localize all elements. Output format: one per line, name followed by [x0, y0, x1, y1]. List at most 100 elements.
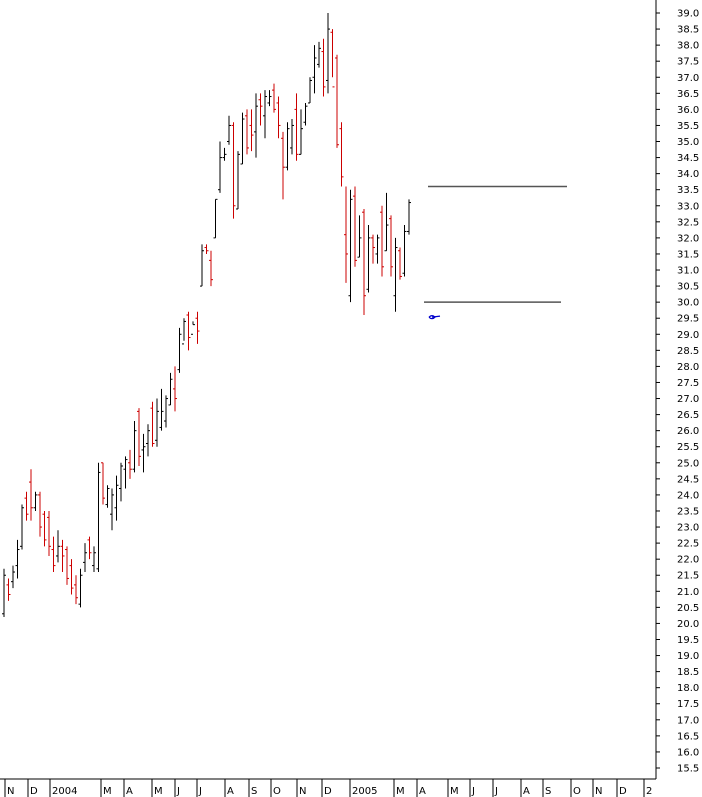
x-tick-label: J: [176, 786, 180, 797]
ohlc-bar: [69, 559, 74, 595]
y-tick-label: 37.0: [677, 73, 699, 84]
x-tick-label: S: [545, 786, 551, 797]
x-tick-label: N: [299, 786, 306, 797]
y-tick-label: 32.0: [677, 233, 699, 244]
ohlc-bar: [218, 141, 222, 193]
x-tick-label: 2005: [352, 786, 377, 797]
ohlc-bar: [186, 311, 191, 351]
annotation-marker-icon: [428, 315, 441, 320]
y-tick-label: 30.0: [677, 298, 699, 309]
y-tick-label: 28.5: [677, 346, 699, 357]
x-tick-label: 2004: [52, 786, 77, 797]
y-tick-label: 39.0: [677, 9, 699, 20]
y-tick-label: 18.0: [677, 683, 699, 694]
ohlc-bar: [87, 536, 92, 560]
y-tick-label: 34.5: [677, 153, 699, 164]
y-tick-label: 19.0: [677, 651, 699, 662]
ohlc-bar: [173, 366, 177, 412]
y-tick-label: 37.5: [677, 57, 699, 68]
ohlc-bar: [182, 318, 186, 345]
ohlc-bar: [119, 462, 123, 502]
ohlc-bar: [24, 491, 29, 521]
ohlc-bar: [272, 83, 276, 113]
y-tick-label: 21.5: [677, 571, 699, 582]
ohlc-bar: [389, 215, 393, 277]
ohlc-bar: [191, 321, 195, 335]
ohlc-bar: [330, 29, 335, 88]
ohlc-bar: [114, 475, 119, 521]
ohlc-bar: [56, 530, 60, 563]
ohlc-bar: [168, 372, 173, 406]
y-tick-label: 22.0: [677, 555, 699, 566]
channel-lines: [424, 185, 567, 320]
ohlc-bar: [101, 462, 105, 505]
y-tick-label: 23.5: [677, 506, 699, 517]
x-tick-label: S: [251, 786, 257, 797]
x-tick-label: 2: [646, 786, 652, 797]
ohlc-bar: [402, 225, 407, 277]
ohlc-bar: [285, 122, 290, 171]
ohlc-bar: [96, 462, 101, 573]
ohlc-bar: [258, 93, 263, 126]
ohlc-bar: [42, 510, 47, 547]
ohlc-bar: [137, 408, 141, 466]
y-tick-label: 35.0: [677, 137, 699, 148]
y-tick-label: 24.5: [677, 474, 699, 485]
y-tick-label: 17.0: [677, 715, 699, 726]
y-tick-label: 36.5: [677, 89, 699, 100]
ohlc-bar: [110, 488, 114, 531]
y-tick-label: 15.5: [677, 764, 699, 775]
x-tick-label: N: [7, 786, 14, 797]
ohlc-bar: [240, 112, 245, 165]
ohlc-bar: [267, 90, 272, 107]
ohlc-bar: [254, 93, 258, 158]
y-tick-label: 24.0: [677, 490, 699, 501]
ohlc-bar: [357, 215, 362, 258]
y-tick-label: 28.0: [677, 362, 699, 373]
y-tick-label: 25.0: [677, 458, 699, 469]
ohlc-bar: [294, 93, 299, 161]
ohlc-bar: [335, 54, 339, 148]
ohlc-bar: [348, 189, 353, 303]
y-tick-label: 27.5: [677, 378, 699, 389]
ohlc-bar: [290, 119, 294, 155]
ohlc-bar: [11, 565, 15, 589]
y-tick-label: 22.5: [677, 539, 699, 550]
y-tick-label: 16.0: [677, 747, 699, 758]
price-bars: [2, 13, 411, 617]
ohlc-bar: [344, 186, 348, 283]
ohlc-bar: [339, 122, 344, 187]
y-tick-label: 26.5: [677, 410, 699, 421]
y-tick-label: 36.0: [677, 105, 699, 116]
ohlc-bar: [83, 543, 87, 573]
ohlc-bar: [222, 147, 227, 161]
ohlc-bar: [326, 13, 330, 94]
y-tick-label: 26.0: [677, 426, 699, 437]
ohlc-bar: [393, 237, 398, 312]
x-tick-label: M: [154, 786, 163, 797]
ohlc-bar: [60, 539, 65, 573]
ohlc-bar: [213, 198, 218, 239]
y-tick-label: 30.5: [677, 282, 699, 293]
ohlc-bar: [281, 131, 285, 200]
ohlc-bar: [128, 449, 132, 479]
y-tick-label: 17.5: [677, 699, 699, 710]
ohlc-bar: [155, 398, 159, 447]
ohlc-bar: [299, 109, 303, 155]
ohlc-bar: [29, 469, 33, 521]
y-tick-label: 25.5: [677, 442, 699, 453]
y-tick-label: 33.5: [677, 185, 699, 196]
ohlc-bar: [380, 205, 384, 277]
x-tick-label: J: [471, 786, 475, 797]
ohlc-bar: [236, 151, 240, 210]
x-tick-label: J: [494, 786, 498, 797]
ohlc-bar: [123, 456, 128, 489]
ohlc-bar: [209, 250, 213, 287]
ohlc-bar: [231, 122, 236, 219]
ohlc-bar: [78, 568, 83, 608]
y-tick-label: 29.5: [677, 314, 699, 325]
ohlc-bar: [308, 77, 312, 104]
y-tick-label: 23.0: [677, 523, 699, 534]
